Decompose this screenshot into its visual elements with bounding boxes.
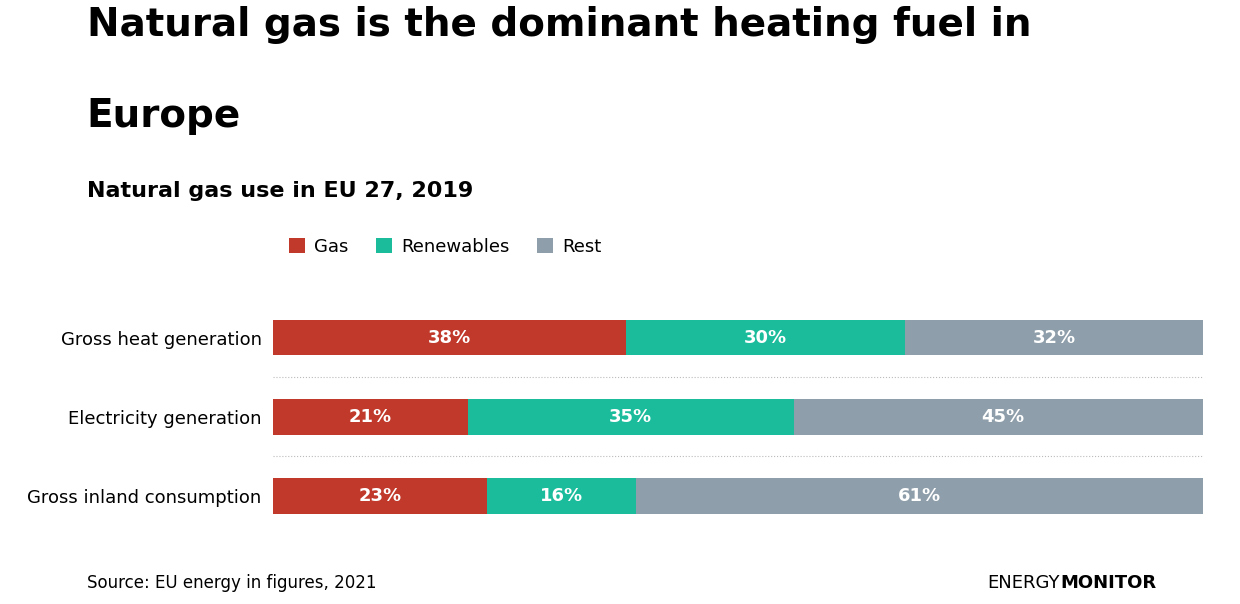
Bar: [626, 320, 905, 355]
Text: 38%: 38%: [428, 329, 471, 347]
Bar: [273, 320, 626, 355]
Text: 16%: 16%: [539, 487, 583, 505]
Bar: [905, 320, 1203, 355]
Bar: [635, 478, 1203, 514]
Text: 30%: 30%: [744, 329, 787, 347]
Text: 32%: 32%: [1033, 329, 1075, 347]
Text: Source: EU energy in figures, 2021: Source: EU energy in figures, 2021: [87, 574, 376, 592]
Text: 23%: 23%: [358, 487, 402, 505]
Text: Europe: Europe: [87, 97, 241, 135]
Bar: [486, 478, 635, 514]
Text: ENERGY: ENERGY: [988, 574, 1060, 592]
Text: Natural gas use in EU 27, 2019: Natural gas use in EU 27, 2019: [87, 181, 472, 201]
Text: 45%: 45%: [981, 408, 1024, 426]
Text: 61%: 61%: [898, 487, 941, 505]
Text: 21%: 21%: [348, 408, 392, 426]
Text: Natural gas is the dominant heating fuel in: Natural gas is the dominant heating fuel…: [87, 6, 1032, 44]
Text: MONITOR: MONITOR: [1060, 574, 1157, 592]
Bar: [273, 478, 486, 514]
Bar: [273, 399, 469, 434]
Text: 35%: 35%: [609, 408, 652, 426]
Legend: Gas, Renewables, Rest: Gas, Renewables, Rest: [281, 231, 609, 263]
Bar: [794, 399, 1213, 434]
Bar: [469, 399, 794, 434]
